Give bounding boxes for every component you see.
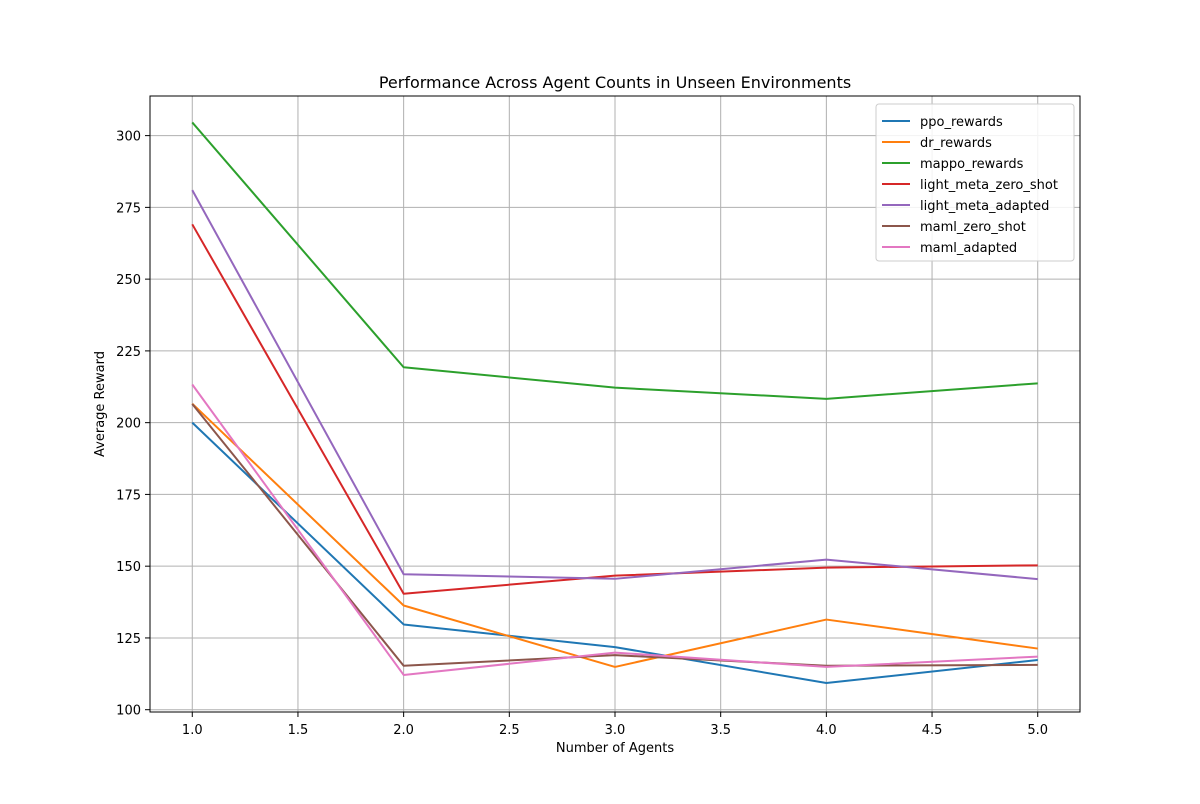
- x-tick-label-8: 5.0: [1027, 723, 1048, 738]
- legend-label-maml_adapted: maml_adapted: [920, 241, 1017, 256]
- y-tick-label-2: 150: [116, 560, 141, 575]
- legend-label-maml_zero_shot: maml_zero_shot: [920, 220, 1026, 235]
- y-tick-label-6: 250: [116, 273, 141, 288]
- y-tick-label-4: 200: [116, 417, 141, 432]
- y-tick-label-0: 100: [116, 704, 141, 719]
- series-mappo_rewards: [191, 121, 1038, 400]
- x-tick-label-0: 1.0: [182, 723, 203, 738]
- grid-lines: [150, 96, 1080, 712]
- x-tick-label-5: 3.5: [710, 723, 731, 738]
- legend-label-light_meta_zero_shot: light_meta_zero_shot: [920, 178, 1058, 193]
- series-light_meta_adapted: [191, 189, 1038, 581]
- x-tick-label-7: 4.5: [922, 723, 943, 738]
- chart-title: Performance Across Agent Counts in Unsee…: [379, 73, 851, 92]
- x-tick-label-1: 1.5: [288, 723, 309, 738]
- series-line-mappo_rewards: [191, 121, 1038, 400]
- series-line-light_meta_adapted: [191, 189, 1038, 581]
- y-tick-label-7: 275: [116, 201, 141, 216]
- x-axis-label: Number of Agents: [556, 741, 674, 756]
- y-tick-label-5: 225: [116, 345, 141, 360]
- y-axis-label: Average Reward: [93, 351, 108, 457]
- series-dr_rewards: [191, 402, 1038, 668]
- series-lines: [191, 121, 1038, 685]
- y-tick-label-8: 300: [116, 130, 141, 145]
- legend-label-mappo_rewards: mappo_rewards: [920, 157, 1024, 172]
- series-ppo_rewards: [191, 421, 1038, 685]
- x-tick-label-3: 2.5: [499, 723, 520, 738]
- series-line-ppo_rewards: [191, 421, 1038, 685]
- legend-label-dr_rewards: dr_rewards: [920, 136, 992, 151]
- series-maml_adapted: [191, 383, 1038, 676]
- series-line-dr_rewards: [191, 402, 1038, 668]
- series-line-maml_adapted: [191, 383, 1038, 676]
- legend: ppo_rewards dr_rewards mappo_rewards light_…: [875, 103, 1075, 262]
- axis-ticks: 1.0 1.5 2.0 2.5 3.0 3.5 4.0 4.5 5.0 100 125 150 175 2…: [116, 130, 1048, 738]
- x-tick-label-6: 4.0: [816, 723, 837, 738]
- legend-label-light_meta_adapted: light_meta_adapted: [920, 199, 1049, 214]
- legend-box: [875, 103, 1075, 262]
- legend-label-ppo_rewards: ppo_rewards: [920, 115, 1003, 130]
- y-tick-label-1: 125: [116, 632, 141, 647]
- y-tick-label-3: 175: [116, 488, 141, 503]
- x-tick-label-4: 3.0: [605, 723, 626, 738]
- x-tick-label-2: 2.0: [393, 723, 414, 738]
